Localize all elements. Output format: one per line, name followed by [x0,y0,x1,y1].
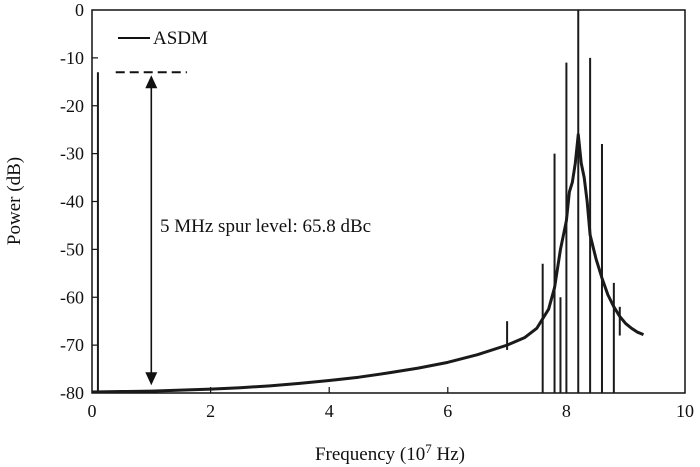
x-tick-label: 4 [325,401,334,421]
x-axis-title-exponent: 7 [425,441,432,456]
y-tick-label: -40 [60,192,84,212]
y-tick-label: -20 [60,96,84,116]
x-tick-label: 8 [562,401,571,421]
x-axis-title-unit: Hz) [432,444,465,465]
y-tick-label: -30 [60,144,84,164]
series-line [91,132,645,394]
y-axis-title: Power (dB) [4,157,25,245]
y-tick-label: 0 [75,0,84,20]
y-tick-label: -70 [60,335,84,355]
y-tick-label: -60 [60,287,84,307]
y-tick-label: -80 [60,383,84,403]
x-tick-label: 10 [676,401,694,421]
legend-label: ASDM [153,28,208,49]
x-tick-label: 6 [443,401,452,421]
x-axis-title-main: Frequency (10 [315,444,425,465]
spur-annotation: 5 MHz spur level: 65.8 dBc [160,216,371,237]
y-tick-label: -10 [60,48,84,68]
x-tick-label: 0 [88,401,97,421]
legend: ASDM [118,28,208,49]
y-tick-label: -50 [60,239,84,259]
x-tick-label: 2 [206,401,215,421]
spur-arrow-head-up [145,75,158,89]
plot-frame [91,9,686,394]
x-axis-title: Frequency (107 Hz) [315,441,465,465]
spur-arrow-head-down [145,372,158,386]
